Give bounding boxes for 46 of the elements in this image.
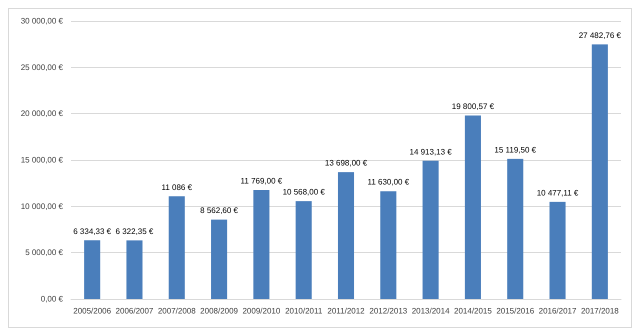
y-tick-label: 5 000,00 €	[25, 248, 64, 258]
x-tick-label: 2007/2008	[158, 306, 196, 316]
data-label: 13 698,00 €	[324, 158, 368, 168]
x-tick-label: 2014/2015	[454, 306, 492, 316]
y-tick-label: 0,00 €	[40, 294, 64, 304]
x-tick-label: 2011/2012	[327, 306, 366, 316]
bar	[126, 240, 142, 299]
bar	[507, 158, 524, 299]
x-tick-label: 2006/2007	[116, 306, 154, 316]
bar	[211, 220, 228, 299]
x-tick-label: 2017/2018	[580, 306, 620, 316]
bar	[422, 160, 439, 299]
x-tick-label: 2015/2016	[496, 306, 535, 316]
x-tick-label: 2010/2011	[285, 306, 323, 316]
y-tick-label: 20 000,00 €	[20, 109, 64, 118]
bar	[296, 201, 312, 299]
x-tick-label: 2005/2006	[73, 306, 112, 316]
y-tick-label: 15 000,00 €	[20, 156, 64, 164]
data-label: 11 086 €	[161, 182, 193, 192]
bar	[592, 44, 608, 299]
x-tick-label: 2013/2014	[412, 306, 450, 316]
x-tick-label: 2016/2017	[538, 306, 577, 316]
data-label: 11 769,00 €	[240, 176, 283, 186]
bar	[380, 191, 396, 299]
x-tick-label: 2009/2010	[242, 306, 281, 316]
data-label: 6 334,33 €	[73, 226, 112, 236]
data-label: 8 562,60 €	[200, 206, 239, 216]
bar	[464, 116, 481, 299]
bar	[253, 190, 270, 299]
bar	[550, 202, 566, 299]
y-tick-label: 25 000,00 €	[20, 62, 64, 72]
bar	[84, 240, 100, 299]
y-tick-label: 30 000,00 €	[20, 16, 64, 26]
x-tick-label: 2012/2013	[369, 306, 408, 316]
data-label: 15 119,50 €	[494, 145, 537, 154]
data-label: 10 568,00 €	[282, 188, 326, 197]
x-tick-label: 2008/2009	[200, 306, 239, 316]
data-label: 27 482,76 €	[578, 30, 622, 40]
data-label: 10 477,11 €	[536, 188, 579, 198]
bar	[338, 172, 354, 299]
data-label: 19 800,57 €	[452, 102, 495, 112]
data-label: 6 322,35 €	[116, 226, 154, 236]
bar	[168, 196, 185, 299]
y-tick-label: 10 000,00 €	[20, 202, 64, 211]
data-label: 14 913,13 €	[409, 147, 452, 156]
data-label: 11 630,00 €	[367, 178, 410, 187]
